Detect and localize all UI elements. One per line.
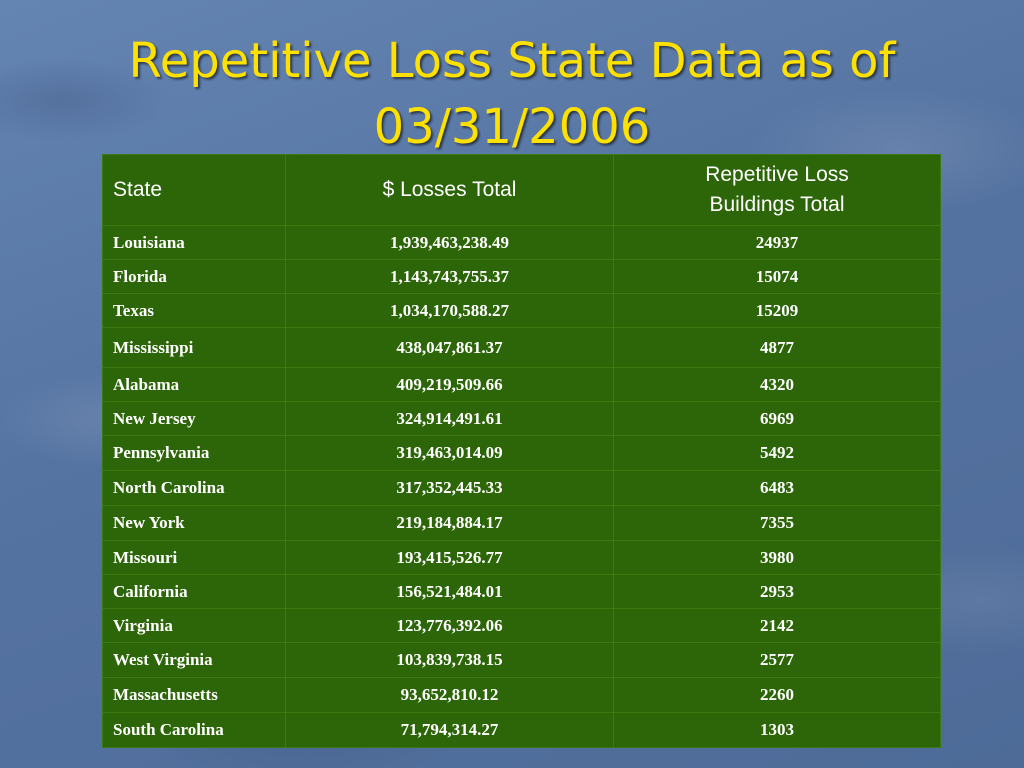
buildings-cell: 3980 [613,540,941,575]
table-row: Florida 1,143,743,755.37 15074 [102,259,941,294]
buildings-cell: 2260 [613,677,941,713]
slide-title: Repetitive Loss State Data as of 03/31/2… [0,28,1024,160]
losses-cell: 93,652,810.12 [285,677,614,713]
state-cell: Virginia [102,608,286,643]
losses-cell: 409,219,509.66 [285,367,614,402]
table-row: Texas 1,034,170,588.27 15209 [102,293,941,328]
losses-cell: 324,914,491.61 [285,401,614,436]
state-cell: South Carolina [102,712,286,748]
table-row: Massachusetts 93,652,810.12 2260 [102,677,941,713]
losses-cell: 71,794,314.27 [285,712,614,748]
slide-title-line-2: 03/31/2006 [373,99,651,155]
state-cell: New York [102,505,286,541]
losses-cell: 219,184,884.17 [285,505,614,541]
state-cell: Florida [102,259,286,294]
losses-cell: 123,776,392.06 [285,608,614,643]
state-cell: North Carolina [102,470,286,506]
table-row: Virginia 123,776,392.06 2142 [102,608,941,643]
buildings-cell: 2953 [613,574,941,609]
state-cell: Mississippi [102,327,286,368]
table-row: Missouri 193,415,526.77 3980 [102,540,941,575]
losses-cell: 193,415,526.77 [285,540,614,575]
buildings-cell: 2142 [613,608,941,643]
slide-title-line-1: Repetitive Loss State Data as of [128,33,896,89]
buildings-cell: 1303 [613,712,941,748]
table-row: West Virginia 103,839,738.15 2577 [102,642,941,678]
losses-cell: 1,939,463,238.49 [285,225,614,260]
table-row: California 156,521,484.01 2953 [102,574,941,609]
losses-cell: 156,521,484.01 [285,574,614,609]
buildings-cell: 15074 [613,259,941,294]
state-cell: New Jersey [102,401,286,436]
state-cell: Missouri [102,540,286,575]
state-cell: Pennsylvania [102,435,286,471]
losses-cell: 319,463,014.09 [285,435,614,471]
buildings-cell: 5492 [613,435,941,471]
table-row: Louisiana 1,939,463,238.49 24937 [102,225,941,260]
buildings-cell: 24937 [613,225,941,260]
state-cell: Louisiana [102,225,286,260]
buildings-cell: 15209 [613,293,941,328]
table-row: New York 219,184,884.17 7355 [102,505,941,541]
state-cell: Massachusetts [102,677,286,713]
table-row: Alabama 409,219,509.66 4320 [102,367,941,402]
losses-cell: 103,839,738.15 [285,642,614,678]
header-state: State [102,154,286,226]
table-row: Pennsylvania 319,463,014.09 5492 [102,435,941,471]
header-buildings-total: Repetitive Loss Buildings Total [613,154,941,226]
table-row: South Carolina 71,794,314.27 1303 [102,712,941,748]
table-row: North Carolina 317,352,445.33 6483 [102,470,941,506]
state-cell: California [102,574,286,609]
header-buildings-total-text: Repetitive Loss Buildings Total [705,163,849,216]
repetitive-loss-table: State $ Losses Total Repetitive Loss Bui… [102,154,941,748]
losses-cell: 1,143,743,755.37 [285,259,614,294]
table-row: Mississippi 438,047,861.37 4877 [102,327,941,368]
header-losses-total: $ Losses Total [285,154,614,226]
table-header-row: State $ Losses Total Repetitive Loss Bui… [102,154,941,226]
state-cell: West Virginia [102,642,286,678]
buildings-cell: 4320 [613,367,941,402]
losses-cell: 1,034,170,588.27 [285,293,614,328]
buildings-cell: 7355 [613,505,941,541]
buildings-cell: 2577 [613,642,941,678]
state-cell: Alabama [102,367,286,402]
losses-cell: 438,047,861.37 [285,327,614,368]
state-cell: Texas [102,293,286,328]
losses-cell: 317,352,445.33 [285,470,614,506]
buildings-cell: 6969 [613,401,941,436]
table-row: New Jersey 324,914,491.61 6969 [102,401,941,436]
table-body: Louisiana 1,939,463,238.49 24937 Florida 1,1… [102,225,941,748]
buildings-cell: 4877 [613,327,941,368]
buildings-cell: 6483 [613,470,941,506]
